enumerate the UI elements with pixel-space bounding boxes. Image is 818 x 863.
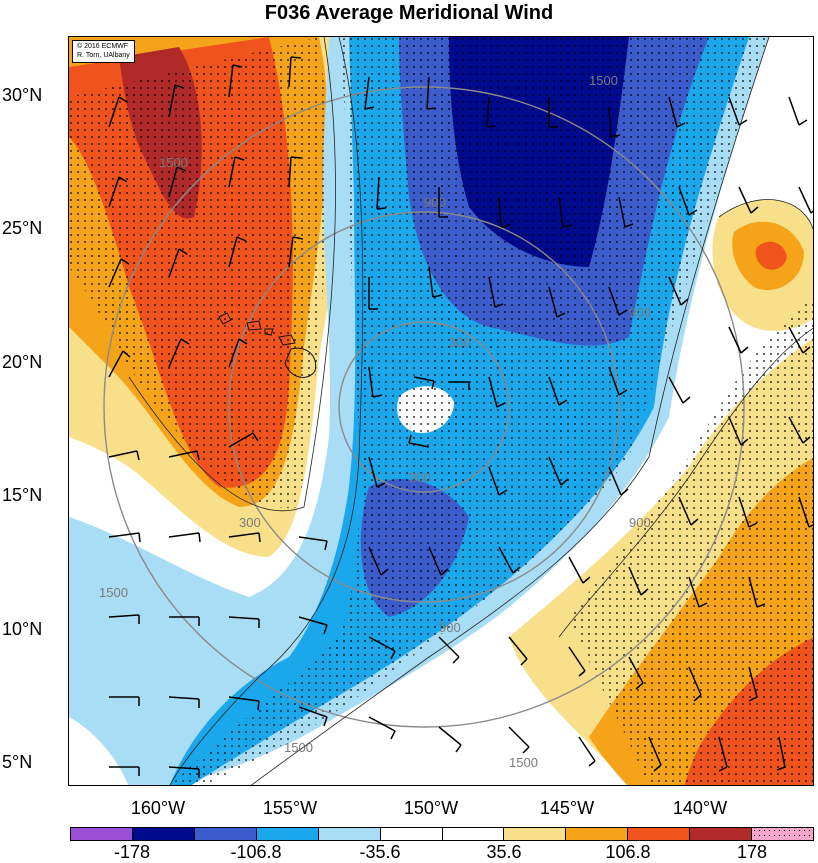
colorbar-swatch bbox=[690, 828, 753, 840]
ring-label: 900 bbox=[629, 515, 651, 530]
ring-label: 300 bbox=[449, 335, 471, 350]
colorbar-label: 178 bbox=[736, 842, 768, 862]
lat-label-5n: 5°N bbox=[2, 752, 33, 772]
hawaii-islands bbox=[218, 312, 317, 378]
lat-label-25n: 25°N bbox=[2, 218, 43, 238]
map-title: F036 Average Meridional Wind bbox=[264, 2, 554, 24]
ring-label: 1500 bbox=[589, 73, 618, 88]
ring-label: 1500 bbox=[509, 755, 538, 770]
colorbar-swatch bbox=[194, 828, 257, 840]
distance-rings bbox=[103, 86, 745, 728]
colorbar-swatch bbox=[380, 828, 443, 840]
colorbar-swatch bbox=[71, 828, 133, 840]
credit-line-ecmwf: © 2016 ECMWF bbox=[77, 43, 129, 50]
colorbar-swatch bbox=[132, 828, 195, 840]
shading-positive-east-blob-red bbox=[755, 241, 787, 270]
ring-label: 300 bbox=[239, 515, 261, 530]
ring-label: 900 bbox=[629, 305, 651, 320]
credit-box: © 2016 ECMWF R. Torn, UAlbany bbox=[72, 40, 135, 63]
lat-label-15n: 15°N bbox=[2, 485, 43, 505]
ring-label: 1500 bbox=[99, 585, 128, 600]
lon-label-140w: 140°W bbox=[672, 798, 728, 818]
contour-lines bbox=[128, 37, 813, 785]
colorbar-swatch bbox=[318, 828, 381, 840]
colorbar-swatch bbox=[504, 828, 567, 840]
colorbar bbox=[70, 827, 814, 841]
lat-label-10n: 10°N bbox=[2, 619, 43, 639]
colorbar-label: 106.8 bbox=[605, 842, 651, 862]
colorbar-label: -35.6 bbox=[359, 842, 401, 862]
colorbar-label: 35.6 bbox=[486, 842, 522, 862]
ring-label: 900 bbox=[439, 620, 461, 635]
lat-label-20n: 20°N bbox=[2, 352, 43, 372]
lon-label-150w: 150°W bbox=[403, 798, 459, 818]
colorbar-swatch bbox=[628, 828, 691, 840]
map-panel: 1500 900 300 1500 900 300 1500 1500 900 … bbox=[68, 36, 814, 786]
colorbar-swatch bbox=[256, 828, 319, 840]
colorbar-label: -106.8 bbox=[230, 842, 282, 862]
ring-label: 1500 bbox=[159, 155, 188, 170]
lon-label-160w: 160°W bbox=[130, 798, 186, 818]
lat-label-30n: 30°N bbox=[2, 85, 43, 105]
ring-label: 1500 bbox=[284, 740, 313, 755]
ring-labels: 1500 900 300 1500 900 300 1500 1500 900 … bbox=[99, 73, 651, 770]
ring-label: 900 bbox=[424, 195, 446, 210]
colorbar-swatch bbox=[442, 828, 505, 840]
wind-map: 1500 900 300 1500 900 300 1500 1500 900 … bbox=[69, 37, 813, 785]
colorbar-swatch bbox=[566, 828, 629, 840]
colorbar-swatch bbox=[752, 828, 814, 840]
wind-barbs bbox=[108, 56, 813, 778]
stipple-significance bbox=[69, 37, 813, 785]
credit-line-author: R. Torn, UAlbany bbox=[77, 52, 130, 59]
ring-label: 300 bbox=[409, 470, 431, 485]
colorbar-label: -178 bbox=[113, 842, 151, 862]
lon-label-145w: 145°W bbox=[539, 798, 595, 818]
lon-label-155w: 155°W bbox=[262, 798, 318, 818]
